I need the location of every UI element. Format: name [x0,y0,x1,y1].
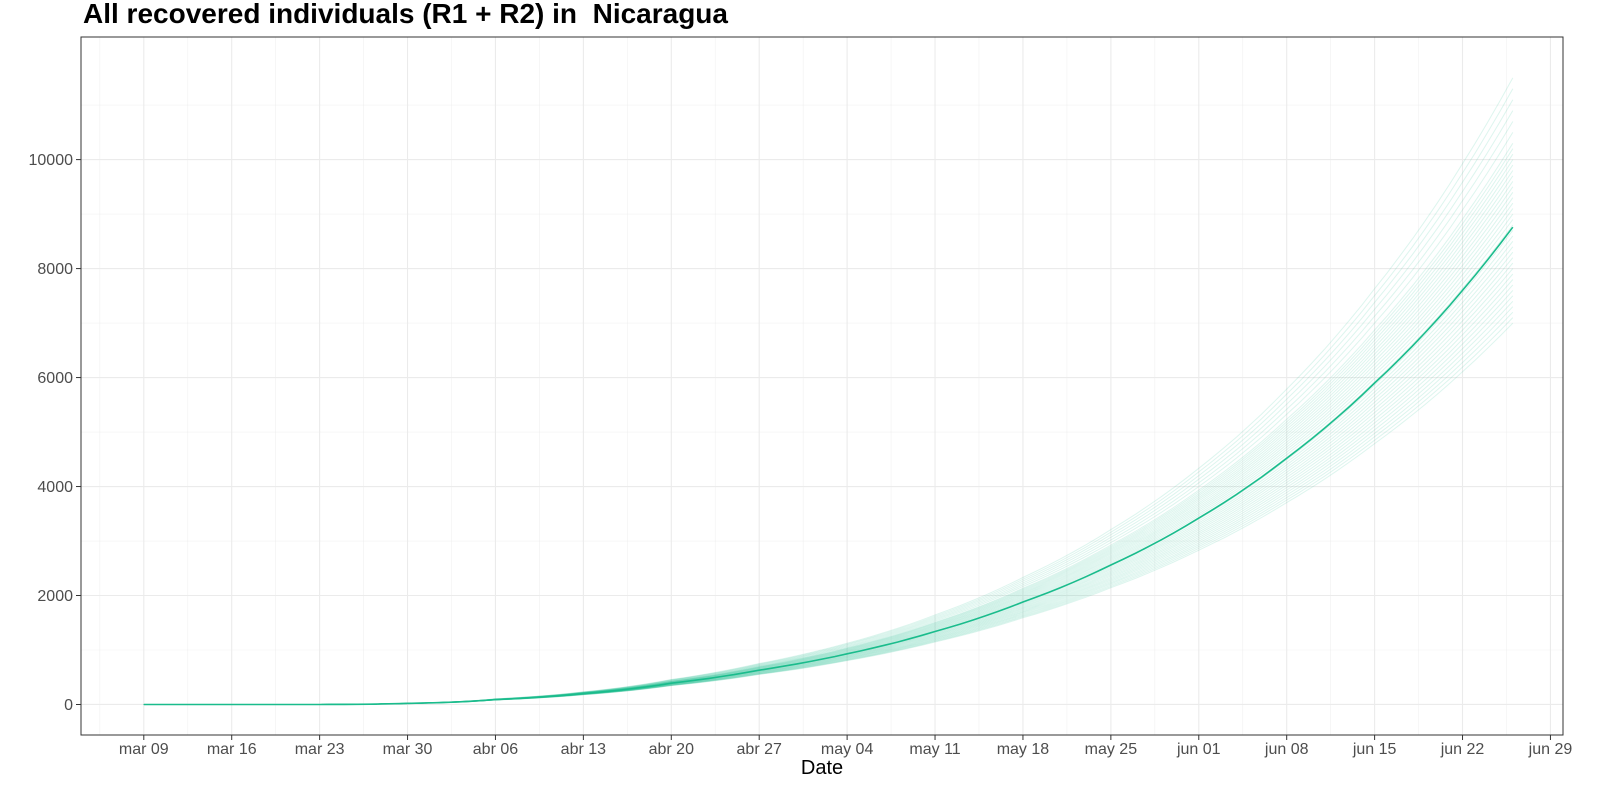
x-tick-label: jun 22 [1440,741,1485,758]
plot-panel [81,37,1563,735]
y-tick-label: 8000 [37,261,73,278]
x-tick-label: mar 09 [119,741,169,758]
x-tick-label: jun 08 [1264,741,1309,758]
x-tick-label: mar 16 [207,741,257,758]
x-tick-label: may 25 [1085,741,1138,758]
x-tick-label: may 04 [821,741,874,758]
x-axis: mar 09 mar 16 mar 23 mar 30 abr 06 abr 13 abr … [119,735,1572,758]
x-tick-label: mar 30 [383,741,433,758]
y-tick-label: 0 [64,697,73,714]
central-series [143,226,1514,706]
y-axis: 0 2000 4000 6000 8000 10000 [29,152,81,714]
x-tick-label: mar 23 [295,741,345,758]
major-gridlines [81,37,1563,735]
chart-title: All recovered individuals (R1 + R2) in N… [83,0,728,29]
y-tick-label: 6000 [37,370,73,387]
x-tick-label: abr 13 [561,741,606,758]
x-tick-label: jun 29 [1528,741,1573,758]
x-tick-label: jun 15 [1352,741,1397,758]
y-tick-label: 10000 [29,152,74,169]
plot-border [80,36,1564,736]
x-tick-label: jun 01 [1176,741,1221,758]
x-tick-label: abr 06 [473,741,518,758]
y-tick-label: 4000 [37,479,73,496]
x-tick-label: may 18 [997,741,1050,758]
minor-gridlines [81,37,1563,735]
x-tick-label: may 11 [909,741,960,758]
x-axis-title: Date [801,757,843,779]
y-tick-label: 2000 [37,588,73,605]
central-line [143,226,1514,706]
x-tick-label: abr 20 [649,741,694,758]
x-tick-label: abr 27 [737,741,782,758]
